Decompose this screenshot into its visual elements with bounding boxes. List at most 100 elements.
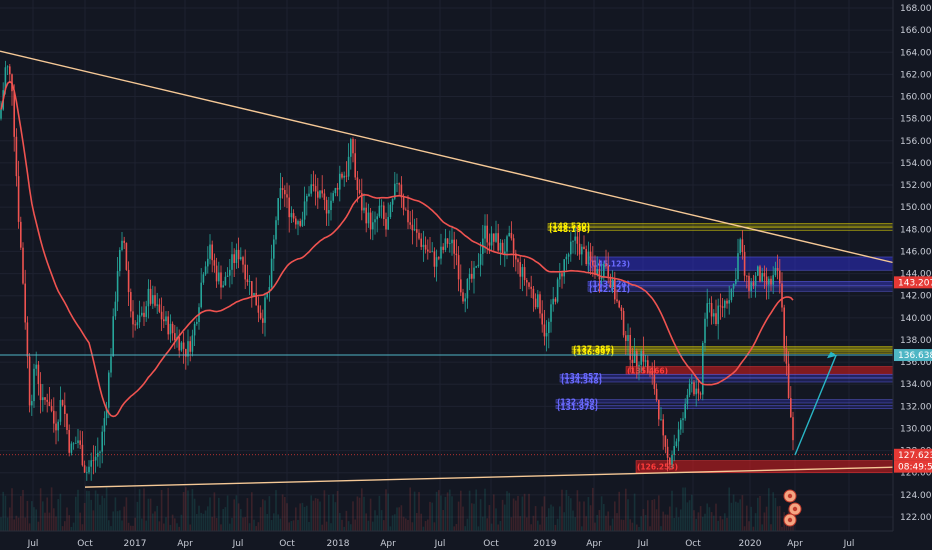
candle-body	[708, 303, 711, 304]
volume-bar	[37, 521, 40, 531]
candle-body	[136, 322, 139, 326]
volume-bar	[768, 488, 770, 531]
volume-bar	[556, 518, 559, 531]
candle-body	[26, 322, 29, 357]
candle-body	[378, 205, 381, 217]
volume-bar	[651, 500, 653, 531]
y-tick-label: 164.000	[900, 48, 932, 58]
volume-bar	[363, 496, 365, 531]
price-tag-box	[894, 448, 932, 461]
volume-bar	[81, 524, 84, 531]
volume-bar	[187, 490, 189, 531]
volume-bar	[299, 503, 301, 531]
x-tick-label: Jul	[232, 539, 244, 549]
candle-body	[420, 238, 422, 247]
volume-bar	[372, 521, 374, 531]
candle-body	[138, 315, 141, 323]
candle-body	[356, 177, 359, 191]
candle-body	[572, 240, 574, 242]
candle-body	[664, 435, 667, 447]
volume-bar	[383, 520, 385, 531]
volume-bar	[244, 517, 246, 531]
candle-body	[438, 257, 440, 259]
volume-bar	[587, 497, 590, 531]
candle-body	[702, 342, 704, 395]
volume-bar	[251, 492, 253, 531]
candle-body	[721, 306, 724, 308]
candle-body	[220, 272, 222, 288]
candle-body	[475, 266, 477, 268]
candle-body	[308, 193, 310, 196]
volume-bar	[121, 520, 123, 531]
candle-body	[108, 372, 110, 408]
volume-bar	[532, 515, 535, 531]
y-tick-label: 144.000	[900, 270, 932, 280]
candle-body	[90, 460, 92, 467]
volume-bar	[449, 489, 451, 531]
time-axis[interactable]: Jul Oct 2017 Apr Jul Oct 2018 Apr Jul Oct 2019 Apr J…	[27, 539, 855, 549]
candle-body	[490, 233, 493, 246]
candle-body	[405, 209, 407, 211]
candle-body	[112, 316, 114, 357]
volume-bar	[11, 488, 13, 531]
candle-body	[741, 239, 744, 253]
volume-bar	[94, 490, 97, 531]
volume-bar	[286, 503, 288, 531]
volume-bar	[59, 493, 62, 531]
volume-bar	[695, 518, 697, 531]
candle-body	[550, 304, 552, 322]
candle-body	[288, 197, 290, 218]
volume-bar	[152, 513, 154, 531]
candle-body	[237, 249, 240, 260]
candle-body	[686, 394, 689, 404]
price-axis[interactable]: 168.000 166.000 164.000 162.000 160.000 158.0…	[900, 4, 932, 523]
volume-bar	[354, 519, 356, 531]
volume-bar	[603, 503, 605, 531]
volume-bar	[543, 496, 546, 531]
candle-body	[781, 283, 783, 308]
candle-body	[330, 200, 332, 211]
candle-body	[413, 229, 416, 231]
volume-bar	[101, 495, 103, 531]
candle-body	[561, 273, 563, 277]
volume-bar	[627, 499, 629, 531]
volume-bar	[649, 526, 651, 531]
volume-bar	[526, 517, 528, 531]
candle-body	[336, 187, 339, 190]
candle-body	[178, 337, 180, 351]
candle-body	[776, 268, 779, 271]
volume-bar	[660, 526, 662, 531]
candle-body	[748, 275, 750, 291]
volume-bar	[341, 519, 343, 531]
candle-body	[739, 239, 741, 254]
volume-bar	[462, 506, 464, 531]
price-zone	[587, 286, 894, 292]
volume-bar	[334, 502, 337, 531]
candle-body	[367, 212, 370, 224]
volume-bar	[504, 504, 506, 531]
candle-body	[506, 236, 508, 252]
volume-bar	[473, 503, 475, 531]
candle-body	[768, 278, 770, 285]
price-tag-label: 143.207	[898, 278, 932, 288]
candle-body	[383, 205, 385, 220]
candle-body	[372, 222, 374, 230]
candle-body	[361, 193, 363, 211]
x-tick-label: Jul	[27, 539, 39, 549]
volume-bar	[433, 522, 436, 531]
volume-bar	[13, 519, 15, 531]
volume-bar	[262, 499, 264, 531]
event-icons[interactable]	[783, 489, 802, 527]
candle-body	[754, 275, 757, 286]
x-tick-label: Jul	[434, 539, 446, 549]
candle-body	[673, 446, 675, 455]
volume-bar	[231, 517, 233, 531]
volume-bar	[675, 507, 678, 531]
volume-bar	[290, 521, 293, 531]
volume-bar	[398, 507, 400, 531]
y-tick-label: 148.000	[900, 225, 932, 235]
y-tick-label: 154.000	[900, 159, 932, 169]
zone-label: (136.997)	[573, 348, 614, 357]
candle-body	[444, 238, 447, 250]
